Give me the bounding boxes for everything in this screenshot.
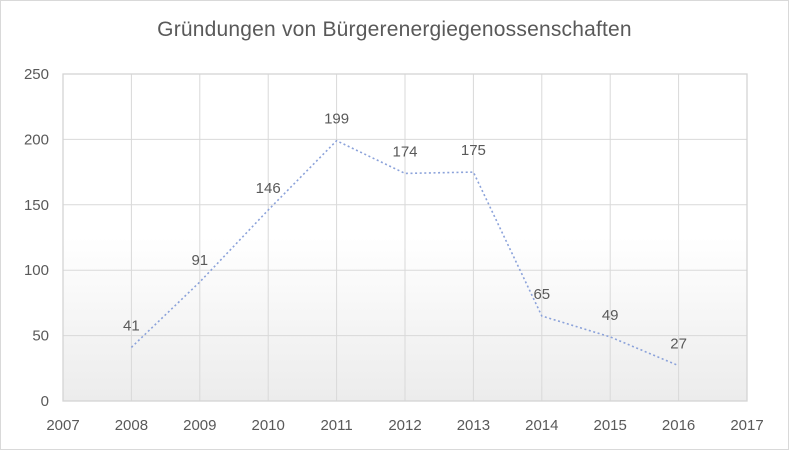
x-axis-tick-label: 2014 — [525, 417, 558, 434]
x-axis-tick-label: 2013 — [457, 417, 490, 434]
x-axis-tick-label: 2009 — [183, 417, 216, 434]
y-axis-tick-label: 150 — [24, 197, 49, 214]
data-point-label: 41 — [123, 317, 140, 334]
y-axis-tick-label: 250 — [24, 66, 49, 83]
plot-border — [62, 73, 748, 402]
data-point-label: 91 — [191, 252, 208, 269]
x-axis-tick-label: 2016 — [662, 417, 695, 434]
data-point-label: 174 — [392, 143, 417, 160]
data-point-label: 175 — [461, 142, 486, 159]
x-axis-tick-label: 2011 — [320, 417, 352, 434]
x-axis-tick-label: 2010 — [252, 417, 285, 434]
y-axis-tick-label: 100 — [24, 262, 49, 279]
data-point-label: 65 — [533, 286, 550, 303]
data-point-label: 27 — [670, 336, 687, 353]
x-axis-tick-label: 2017 — [730, 417, 763, 434]
x-axis-tick-label: 2007 — [46, 417, 79, 434]
chart-title: Gründungen von Bürgerenergiegenossenscha… — [157, 18, 632, 41]
data-point-label: 49 — [602, 307, 619, 324]
x-axis-tick-label: 2015 — [594, 417, 627, 434]
data-point-label: 146 — [256, 180, 281, 197]
x-axis-tick-label: 2012 — [388, 417, 421, 434]
data-point-label: 199 — [324, 111, 349, 128]
x-axis-tick-label: 2008 — [115, 417, 148, 434]
y-axis-tick-label: 200 — [24, 131, 49, 148]
y-axis-tick-label: 0 — [41, 393, 49, 410]
y-axis-tick-label: 50 — [32, 328, 49, 345]
